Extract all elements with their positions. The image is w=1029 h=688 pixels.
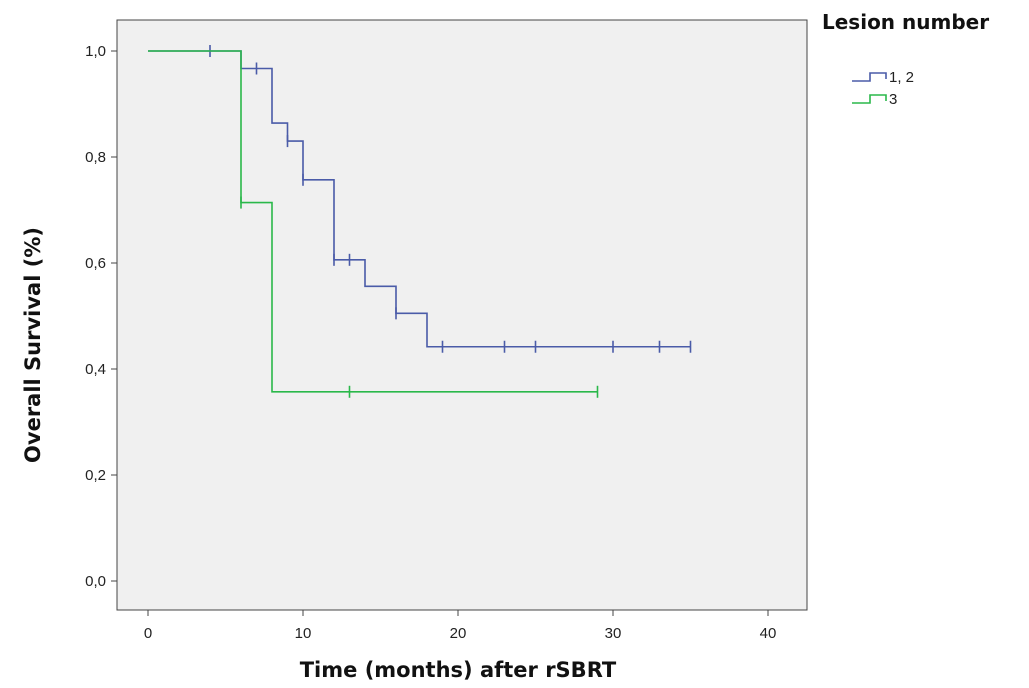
legend-item: 3 bbox=[852, 91, 897, 108]
legend-label: 1, 2 bbox=[889, 69, 914, 86]
x-tick-label: 20 bbox=[450, 625, 467, 642]
y-axis-title: Overall Survival (%) bbox=[21, 227, 45, 463]
y-tick-label: 0,2 bbox=[85, 467, 106, 484]
survival-curve bbox=[148, 50, 691, 348]
plot-area bbox=[116, 19, 808, 611]
y-tick-label: 0,4 bbox=[85, 361, 106, 378]
y-axis: 0,0 0,2 0,4 0,6 0,8 1,0 bbox=[85, 43, 117, 590]
legend-item: 1, 2 bbox=[852, 69, 914, 86]
legend-swatch bbox=[852, 72, 887, 82]
x-tick-label: 0 bbox=[144, 625, 152, 642]
legend-title: Lesion number bbox=[822, 10, 989, 34]
x-tick-label: 10 bbox=[295, 625, 312, 642]
legend-swatch bbox=[852, 94, 887, 104]
series-layer bbox=[148, 45, 692, 398]
x-axis-title: Time (months) after rSBRT bbox=[300, 658, 617, 682]
y-tick-label: 0,0 bbox=[85, 573, 106, 590]
x-axis: 0 10 20 30 40 bbox=[144, 610, 777, 642]
x-tick-label: 40 bbox=[760, 625, 777, 642]
survival-curve bbox=[148, 50, 598, 393]
legend-label: 3 bbox=[889, 91, 897, 108]
y-tick-label: 1,0 bbox=[85, 43, 106, 60]
x-tick-label: 30 bbox=[605, 625, 622, 642]
y-tick-label: 0,6 bbox=[85, 255, 106, 272]
series-2 bbox=[148, 50, 599, 398]
y-tick-label: 0,8 bbox=[85, 149, 106, 166]
legend-items: 1, 2 3 bbox=[852, 69, 914, 108]
legend: Lesion number 1, 2 3 bbox=[822, 10, 989, 108]
